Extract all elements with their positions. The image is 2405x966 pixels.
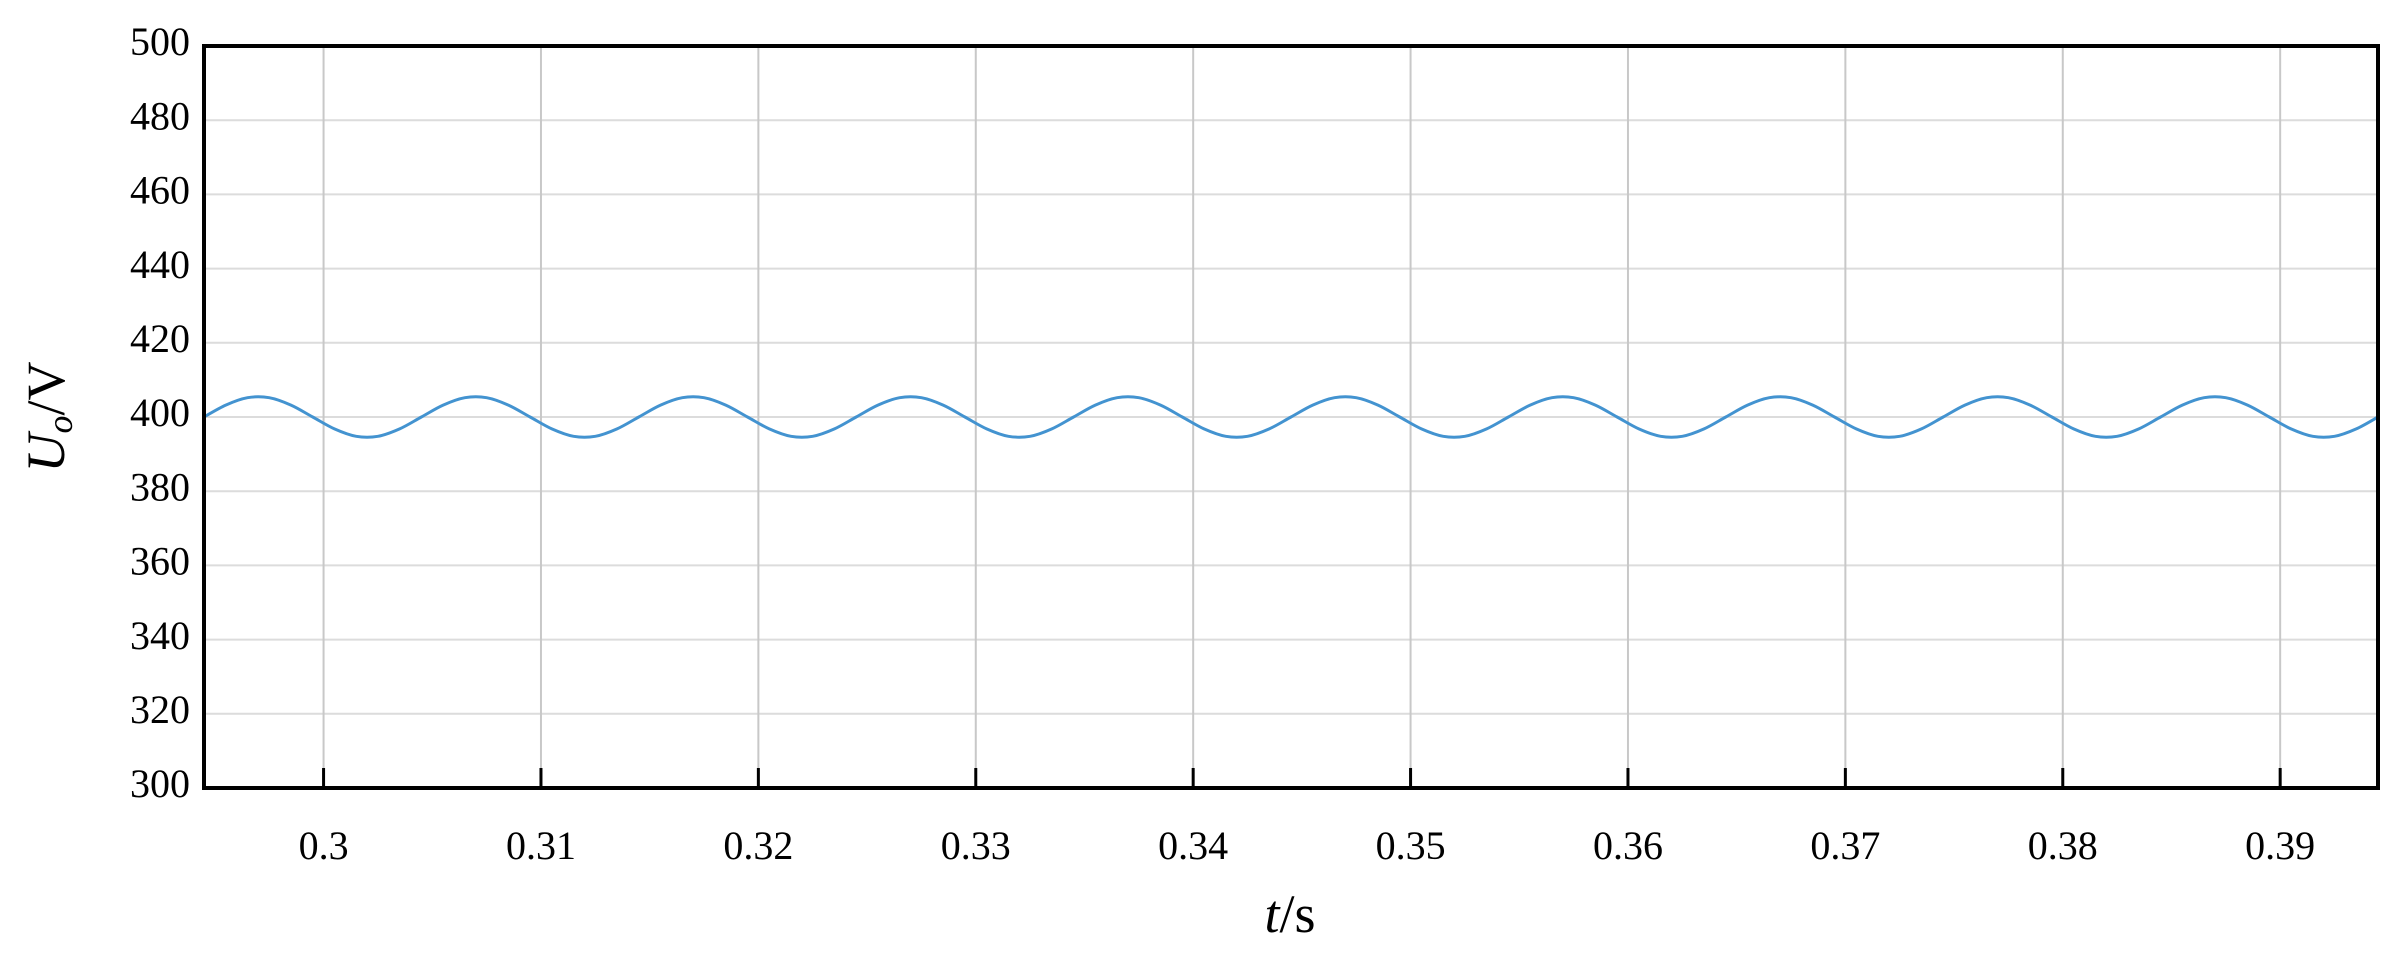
x-tick-label: 0.38: [2028, 823, 2098, 868]
y-tick-label: 380: [130, 464, 190, 509]
y-tick-label: 320: [130, 687, 190, 732]
x-tick-label: 0.39: [2245, 823, 2315, 868]
y-axis-symbol: U: [16, 431, 76, 473]
y-axis-title: Uo/V: [16, 361, 80, 472]
x-axis-title: t/s: [1264, 884, 1315, 944]
y-tick-label: 300: [130, 761, 190, 806]
x-tick-label: 0.35: [1376, 823, 1446, 868]
y-tick-label: 360: [130, 539, 190, 584]
y-tick-label: 440: [130, 242, 190, 287]
y-tick-label: 420: [130, 316, 190, 361]
y-tick-label: 400: [130, 390, 190, 435]
data-line: [203, 395, 2379, 439]
x-axis-symbol: t: [1264, 884, 1281, 944]
y-tick-label: 460: [130, 168, 190, 213]
x-tick-label: 0.32: [723, 823, 793, 868]
y-tick-label: 500: [130, 19, 190, 64]
x-tick-label: 0.36: [1593, 823, 1663, 868]
y-axis-unit: /V: [16, 361, 76, 415]
plot-frame: [202, 44, 2380, 790]
x-tick-label: 0.3: [299, 823, 349, 868]
y-axis-subscript: o: [40, 416, 80, 434]
x-tick-label: 0.37: [1810, 823, 1880, 868]
y-tick-label: 480: [130, 93, 190, 138]
y-tick-label: 340: [130, 613, 190, 658]
x-tick-label: 0.33: [941, 823, 1011, 868]
x-axis-unit: /s: [1279, 884, 1315, 944]
x-tick-label: 0.34: [1158, 823, 1228, 868]
x-tick-label: 0.31: [506, 823, 576, 868]
